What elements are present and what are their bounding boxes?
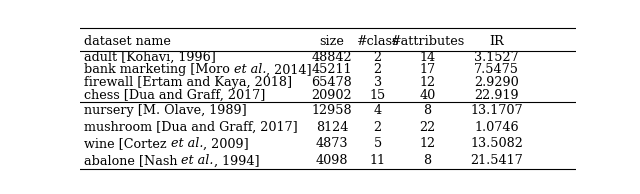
Text: mushroom [Dua and Graff, 2017]: mushroom [Dua and Graff, 2017] bbox=[84, 121, 298, 134]
Text: 2: 2 bbox=[374, 51, 381, 64]
Text: 11: 11 bbox=[370, 154, 385, 167]
Text: 13.1707: 13.1707 bbox=[470, 104, 523, 117]
Text: #class: #class bbox=[356, 36, 399, 48]
Text: #attributes: #attributes bbox=[390, 36, 465, 48]
Text: 15: 15 bbox=[369, 89, 386, 102]
Text: 22.919: 22.919 bbox=[474, 89, 519, 102]
Text: et al.: et al. bbox=[171, 138, 203, 151]
Text: 45211: 45211 bbox=[312, 63, 352, 76]
Text: dataset name: dataset name bbox=[84, 36, 171, 48]
Text: bank marketing [Moro: bank marketing [Moro bbox=[84, 63, 234, 76]
Text: 2: 2 bbox=[374, 63, 381, 76]
Text: 17: 17 bbox=[419, 63, 435, 76]
Text: 13.5082: 13.5082 bbox=[470, 138, 523, 151]
Text: 5: 5 bbox=[374, 138, 381, 151]
Text: firewall [Ertam and Kaya, 2018]: firewall [Ertam and Kaya, 2018] bbox=[84, 76, 292, 89]
Text: 48842: 48842 bbox=[312, 51, 352, 64]
Text: , 2014]: , 2014] bbox=[266, 63, 312, 76]
Text: , 2009]: , 2009] bbox=[203, 138, 249, 151]
Text: size: size bbox=[319, 36, 344, 48]
Text: 22: 22 bbox=[419, 121, 435, 134]
Text: 40: 40 bbox=[419, 89, 435, 102]
Text: 1.0746: 1.0746 bbox=[474, 121, 519, 134]
Text: 2.9290: 2.9290 bbox=[474, 76, 519, 89]
Text: 8: 8 bbox=[423, 154, 431, 167]
Text: wine [Cortez: wine [Cortez bbox=[84, 138, 171, 151]
Text: 20902: 20902 bbox=[312, 89, 352, 102]
Text: 3.1527: 3.1527 bbox=[474, 51, 519, 64]
Text: abalone [Nash: abalone [Nash bbox=[84, 154, 182, 167]
Text: 12: 12 bbox=[419, 138, 435, 151]
Text: , 1994]: , 1994] bbox=[214, 154, 259, 167]
Text: 21.5417: 21.5417 bbox=[470, 154, 523, 167]
Text: 8: 8 bbox=[423, 104, 431, 117]
Text: 2: 2 bbox=[374, 121, 381, 134]
Text: 14: 14 bbox=[419, 51, 435, 64]
Text: 4873: 4873 bbox=[316, 138, 348, 151]
Text: 4098: 4098 bbox=[316, 154, 348, 167]
Text: et al.: et al. bbox=[234, 63, 266, 76]
Text: nursery [M. Olave, 1989]: nursery [M. Olave, 1989] bbox=[84, 104, 246, 117]
Text: adult [Kohavi, 1996]: adult [Kohavi, 1996] bbox=[84, 51, 216, 64]
Text: 4: 4 bbox=[374, 104, 381, 117]
Text: 7.5475: 7.5475 bbox=[474, 63, 519, 76]
Text: 8124: 8124 bbox=[316, 121, 348, 134]
Text: 3: 3 bbox=[374, 76, 381, 89]
Text: et al.: et al. bbox=[182, 154, 214, 167]
Text: chess [Dua and Graff, 2017]: chess [Dua and Graff, 2017] bbox=[84, 89, 266, 102]
Text: IR: IR bbox=[489, 36, 504, 48]
Text: 65478: 65478 bbox=[312, 76, 353, 89]
Text: 12: 12 bbox=[419, 76, 435, 89]
Text: 12958: 12958 bbox=[312, 104, 352, 117]
